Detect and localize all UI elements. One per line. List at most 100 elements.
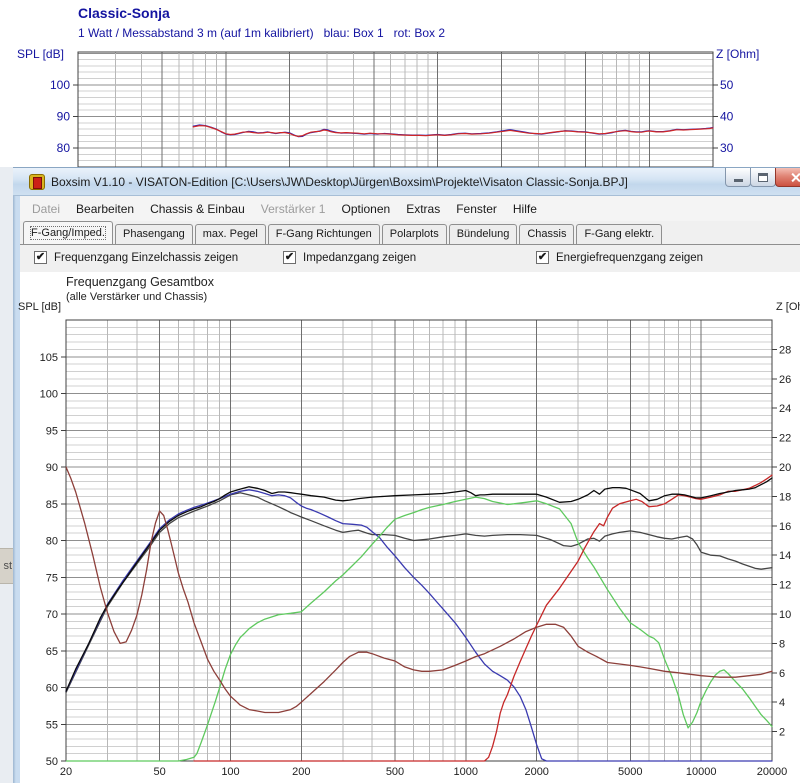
svg-text:16: 16 [779,521,791,533]
svg-text:95: 95 [46,425,58,437]
svg-text:200: 200 [292,766,310,778]
svg-text:40: 40 [720,110,734,124]
svg-text:24: 24 [779,403,791,415]
checkbox-box[interactable]: ✔ [283,251,296,264]
checkbox-label: Impedanzgang zeigen [303,251,417,264]
spl-axis-label: SPL [dB] [18,301,62,313]
tab-f-gang-richtungen[interactable]: F-Gang Richtungen [267,224,380,244]
menu-bar: Datei Bearbeiten Chassis & Einbau Verstärke… [20,196,800,221]
svg-text:5000: 5000 [618,766,642,778]
tab-label: max. Pegel [202,228,258,240]
checkbox-label: Frequenzgang Einzelchassis zeigen [54,251,239,264]
svg-text:100: 100 [40,389,58,401]
svg-text:28: 28 [779,344,791,356]
minimize-icon [733,179,743,182]
tab-strip: F-Gang/Imped. Phasengang max. Pegel F-Gang … [20,221,800,244]
chart-title: Frequenzgang Gesamtbox [66,275,215,289]
svg-text:4: 4 [779,697,785,709]
svg-text:105: 105 [40,352,58,364]
svg-text:2000: 2000 [524,766,548,778]
window-left-border [13,167,20,783]
menu-item-optionen[interactable]: Optionen [341,201,391,216]
menu-item-datei[interactable]: Datei [32,201,61,216]
svg-text:55: 55 [46,719,58,731]
close-button[interactable] [775,168,800,187]
tab-polarplots[interactable]: Polarplots [381,224,447,244]
menu-item-verst-rker-1[interactable]: Verstärker 1 [260,201,326,216]
menu-item-chassis-einbau[interactable]: Chassis & Einbau [150,201,245,216]
svg-text:12: 12 [779,580,791,592]
background-window-strip: st [0,167,13,783]
background-window-fragment: st [0,548,13,584]
window-controls [725,168,800,187]
svg-text:20000: 20000 [757,766,788,778]
checkbox-box[interactable]: ✔ [34,251,47,264]
svg-text:30: 30 [720,141,734,155]
svg-text:10: 10 [779,609,791,621]
svg-text:65: 65 [46,646,58,658]
background-chart-right-axis-label: Z [Ohm] [716,47,760,61]
svg-text:8: 8 [779,638,785,650]
tab-max-pegel[interactable]: max. Pegel [194,224,266,244]
svg-text:60: 60 [46,683,58,695]
chart-subtitle: (alle Verstärker und Chassis) [66,291,208,303]
background-fragment-text: st [3,560,12,572]
svg-text:75: 75 [46,572,58,584]
app-icon [29,174,45,190]
background-chart-plot: 80 90 100 30 40 50 [50,51,734,167]
z-axis-label: Z [Ohm] [776,301,800,313]
minimize-button[interactable] [725,168,751,187]
checkbox-frequenzgang-einzelchassis-zeigen[interactable]: ✔ Frequenzgang Einzelchassis zeigen [34,251,238,264]
svg-text:20: 20 [60,766,72,778]
svg-text:18: 18 [779,491,791,503]
svg-text:10000: 10000 [686,766,717,778]
svg-text:20: 20 [779,462,791,474]
menu-item-bearbeiten[interactable]: Bearbeiten [76,201,135,216]
tab-label: Phasengang [122,228,185,240]
svg-text:100: 100 [221,766,239,778]
background-chart-title: Classic-Sonja [78,5,170,21]
tab-chassis[interactable]: Chassis [519,224,575,244]
svg-text:50: 50 [46,756,58,768]
background-chart-subtitle: 1 Watt / Messabstand 3 m (auf 1m kalibri… [78,26,446,40]
background-chart-left-axis-label: SPL [dB] [17,47,64,61]
frequency-response-plot: 5055606570758085909510010524681012141618… [40,319,791,778]
maximize-button[interactable] [750,168,776,187]
tab-f-gang-elektr[interactable]: F-Gang elektr. [576,224,663,244]
window-title: Boxsim V1.10 - VISATON-Edition [C:\Users… [51,175,628,189]
checkbox-label: Energiefrequenzgang zeigen [556,251,704,264]
checkbox-row: ✔ Frequenzgang Einzelchassis zeigen ✔ Imped… [20,245,800,272]
tab-b-ndelung[interactable]: Bündelung [448,224,518,244]
maximize-icon [758,172,768,182]
checkbox-impedanzgang-zeigen[interactable]: ✔ Impedanzgang zeigen [283,251,416,264]
tab-label: F-Gang/Imped. [30,226,106,240]
tab-label: F-Gang Richtungen [275,228,372,240]
svg-text:90: 90 [57,110,71,124]
menu-item-hilfe[interactable]: Hilfe [512,201,537,216]
svg-text:50: 50 [153,766,165,778]
checkbox-energiefrequenzgang-zeigen[interactable]: ✔ Energiefrequenzgang zeigen [536,251,703,264]
svg-text:26: 26 [779,374,791,386]
svg-text:14: 14 [779,550,791,562]
svg-text:70: 70 [46,609,58,621]
svg-text:1000: 1000 [454,766,478,778]
svg-text:500: 500 [386,766,404,778]
menu-item-fenster[interactable]: Fenster [456,201,497,216]
tab-f-gang-imped[interactable]: F-Gang/Imped. [23,221,113,244]
menu-item-extras[interactable]: Extras [406,201,441,216]
svg-text:6: 6 [779,668,785,680]
tab-phasengang[interactable]: Phasengang [114,224,193,244]
svg-text:2: 2 [779,727,785,739]
svg-text:85: 85 [46,499,58,511]
svg-text:80: 80 [57,141,71,155]
tab-label: F-Gang elektr. [584,228,655,240]
close-icon [791,172,800,182]
svg-text:22: 22 [779,433,791,445]
svg-text:80: 80 [46,536,58,548]
tab-label: Polarplots [389,228,439,240]
checkbox-box[interactable]: ✔ [536,251,549,264]
title-bar[interactable]: Boxsim V1.10 - VISATON-Edition [C:\Users… [13,167,800,196]
svg-text:100: 100 [50,78,70,92]
svg-text:90: 90 [46,462,58,474]
svg-text:50: 50 [720,78,734,92]
